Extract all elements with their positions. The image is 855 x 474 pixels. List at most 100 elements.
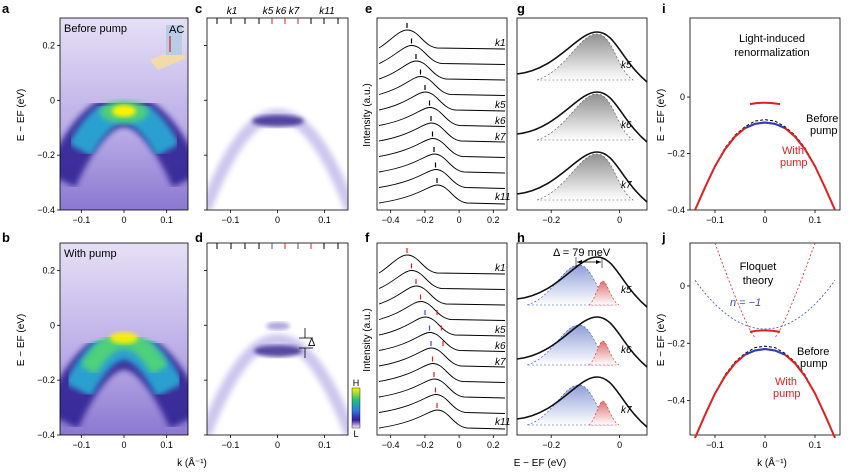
panel-i-ylabel: E − EF (eV) <box>656 89 667 142</box>
panel-c-xtick-label: 0.1 <box>318 215 331 225</box>
f-edc-curve <box>378 332 506 352</box>
g-fit-component <box>536 153 635 201</box>
panel-d-xtick-label: −0.1 <box>222 440 240 450</box>
g-spectrum <box>516 91 648 143</box>
e-edc-curve <box>378 107 506 127</box>
f-edc-curve <box>378 378 506 399</box>
j-replica-arc <box>749 329 781 333</box>
f-edc-curve <box>378 270 506 290</box>
panel-i-letter: i <box>662 1 666 16</box>
f-xtick-label: −0.4 <box>382 440 400 450</box>
gap-marker: Δ <box>299 328 316 358</box>
panel-a-ytick-label: −0.4 <box>37 205 55 215</box>
j-floquet-replica <box>694 280 836 330</box>
panel-f-letter: f <box>365 230 370 245</box>
panel-b-title: With pump <box>64 248 117 260</box>
e-curve-label: k6 <box>495 116 506 127</box>
panel-j-title-line1: Floquet <box>740 261 777 273</box>
e-curve-label: k1 <box>495 38 506 49</box>
panel-i-with-line2: pump <box>780 157 808 169</box>
f-curve-label: k7 <box>495 357 506 368</box>
panel-a-xtick-label: −0.1 <box>72 215 90 225</box>
k-label: k6 <box>276 6 287 17</box>
panel-b: b With pump E − EF (eV) k (Å⁻¹) <box>2 230 207 469</box>
j-xtick-label: 0.1 <box>809 440 822 450</box>
e-edc-curve <box>378 184 506 205</box>
panel-b-ytick-label: −0.2 <box>37 375 55 385</box>
panel-g-letter: g <box>517 1 525 16</box>
panel-d-xtick-label: 0 <box>275 440 280 450</box>
panel-j-ylabel: E − EF (eV) <box>656 314 667 367</box>
f-edc-curve <box>378 409 506 430</box>
k-label: k11 <box>319 6 334 17</box>
panel-b-ylabel: E − EF (eV) <box>16 314 27 367</box>
g-fit-component <box>536 93 635 141</box>
panel-j-letter: j <box>661 230 666 245</box>
panel-d-letter: d <box>195 230 203 245</box>
f-edc-curve <box>378 285 506 306</box>
i-xtick-label: −0.1 <box>706 215 724 225</box>
e-xtick-label: 0 <box>457 215 462 225</box>
panel-j-before-line2: pump <box>800 358 828 370</box>
panel-e: e Intensity (a.u.) k1 k5 k6 k7 k11 −0.4 −0.2 0 0… <box>362 1 510 225</box>
j-replica-red <box>774 242 816 338</box>
f-curve-label: k6 <box>495 341 506 352</box>
panel-j-title-line2: theory <box>743 275 774 287</box>
panel-a-xtick-label: 0 <box>121 215 126 225</box>
panel-i-with-line1: With <box>782 145 804 157</box>
j-ytick-label: −0.4 <box>667 396 685 406</box>
panel-a-title: Before pump <box>64 23 127 35</box>
f-edc-curve <box>378 301 506 321</box>
h-spectrum <box>516 256 648 308</box>
e-edc-curve <box>378 122 506 143</box>
panel-b-letter: b <box>2 230 10 245</box>
panel-a-ytick-label: 0.2 <box>42 40 55 50</box>
h-xtick-label: 0 <box>617 440 622 450</box>
e-edc-curve <box>378 91 506 112</box>
panel-c-xtick-label: −0.1 <box>222 215 240 225</box>
panel-i-before-line1: Before <box>806 113 838 125</box>
panel-a-ytick-label: −0.2 <box>37 150 55 160</box>
h-curve-label: k5 <box>621 285 632 296</box>
f-xtick-label: 0.2 <box>487 440 500 450</box>
e-xtick-label: −0.2 <box>416 215 434 225</box>
panel-j: j Floquet theory n = −1 Before pump With… <box>656 230 841 469</box>
i-with-curve-top <box>744 121 786 130</box>
h-fit-red <box>588 400 620 426</box>
e-edc-curve <box>378 29 506 50</box>
g-fit-component <box>536 33 635 81</box>
h-curve-label: k6 <box>621 345 632 356</box>
f-edc-curve <box>378 394 506 414</box>
e-edc-curve <box>378 60 506 81</box>
g-curve-label: k5 <box>621 60 632 71</box>
e-edc-curve <box>378 45 506 65</box>
panel-b-ytick-label: −0.4 <box>37 430 55 440</box>
edc-xlabel: E − EF (eV) <box>514 458 567 469</box>
e-xtick-label: −0.4 <box>382 215 400 225</box>
h-spectrum <box>516 316 648 368</box>
f-curve-label: k11 <box>495 417 510 428</box>
panel-i-title-line2: renormalization <box>734 47 809 59</box>
panel-g: g k5 k6 k7 −0.2 0 <box>516 1 648 225</box>
e-edc-curve <box>378 169 506 189</box>
panel-h-letter: h <box>517 230 525 245</box>
panel-d: d Δ H L <box>195 230 361 439</box>
panel-e-ylabel: Intensity (a.u.) <box>362 83 373 146</box>
e-xtick-label: 0.2 <box>487 215 500 225</box>
e-curve-label: k11 <box>495 192 510 203</box>
panel-a-ytick-label: 0 <box>50 95 55 105</box>
panel-i: i Light-induced renormalization Before p… <box>656 1 841 225</box>
f-xtick-label: −0.2 <box>416 440 434 450</box>
e-curve-label: k5 <box>495 100 506 111</box>
f-edc-curve <box>378 363 506 383</box>
panel-b-xtick-label: −0.1 <box>72 440 90 450</box>
g-xtick-label: 0 <box>617 215 622 225</box>
e-edc-curve <box>378 153 506 174</box>
panel-a: a Before pump AC E − EF (eV) <box>2 1 189 211</box>
f-edc-curve <box>378 316 506 337</box>
g-spectrum <box>516 31 648 83</box>
k-label: k5 <box>263 6 274 17</box>
arpes-xlabel: k (Å⁻¹) <box>177 456 207 469</box>
panel-c-letter: c <box>195 1 202 16</box>
